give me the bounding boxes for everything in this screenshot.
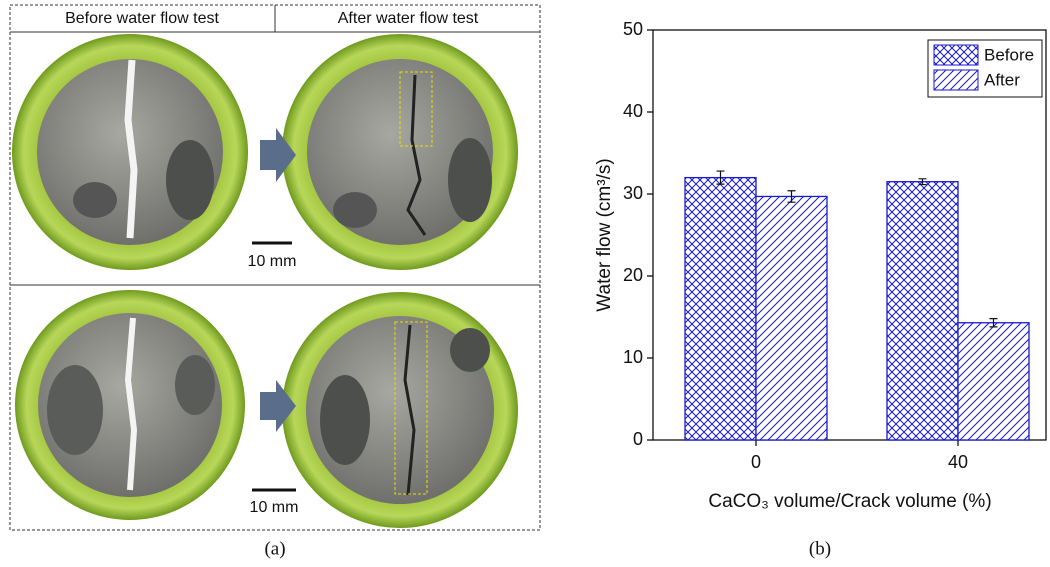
y-tick-label: 40 — [623, 101, 643, 121]
specimen-photo — [282, 292, 518, 528]
arrow — [260, 380, 296, 432]
specimen-photo — [15, 290, 245, 520]
bar — [957, 322, 1030, 441]
legend-label: Before — [984, 45, 1034, 64]
header: Before water flow test — [65, 10, 219, 27]
plot-frame — [652, 29, 1047, 441]
y-tick-label: 20 — [623, 265, 643, 285]
error-bar — [989, 318, 998, 328]
x-tick-label: 40 — [948, 452, 968, 472]
x-tick-label: 0 — [751, 452, 761, 472]
error-bar — [918, 178, 927, 186]
arrow — [260, 128, 296, 182]
y-tick-label: 10 — [623, 347, 643, 367]
legend-swatch — [933, 44, 979, 66]
y-axis-label: Water flow (cm³/s) — [594, 158, 615, 311]
y-tick-label: 0 — [633, 429, 643, 449]
error-bar — [787, 190, 796, 203]
scale-label: 10 mm — [250, 499, 299, 516]
y-tick-label: 30 — [623, 183, 643, 203]
specimen-photo — [12, 34, 248, 270]
bar — [886, 181, 959, 441]
x-axis-label: CaCO₃ volume/Crack volume (%) — [708, 491, 991, 512]
caption: (a) — [264, 538, 285, 559]
legend-swatch — [933, 69, 979, 91]
bar — [755, 195, 828, 441]
y-tick-label: 50 — [623, 19, 643, 39]
specimen-photo — [282, 34, 518, 270]
header: After water flow test — [338, 10, 479, 27]
error-bar — [716, 170, 725, 185]
panel-a: Before water flow test After water flow … — [9, 4, 541, 559]
scale-label: 10 mm — [248, 253, 297, 270]
legend-label: After — [984, 70, 1020, 89]
caption: (b) — [809, 538, 831, 559]
bar — [684, 176, 757, 441]
